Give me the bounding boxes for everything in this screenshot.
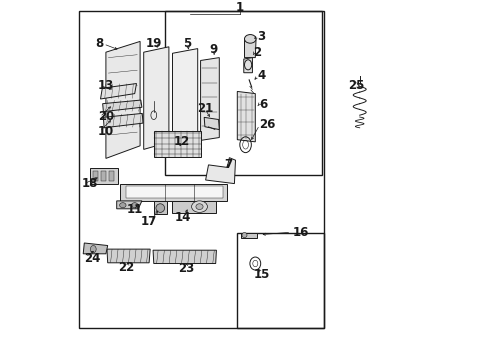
Polygon shape	[101, 84, 136, 99]
Text: 25: 25	[347, 79, 364, 92]
Polygon shape	[205, 158, 235, 184]
Polygon shape	[204, 117, 219, 130]
Ellipse shape	[120, 203, 126, 208]
Bar	[165, 11, 321, 175]
Text: 14: 14	[175, 211, 191, 224]
Text: 18: 18	[81, 177, 98, 190]
Polygon shape	[107, 249, 150, 263]
Polygon shape	[244, 39, 256, 58]
Polygon shape	[241, 233, 257, 238]
Text: 20: 20	[98, 111, 114, 123]
Polygon shape	[103, 113, 142, 128]
Text: 22: 22	[118, 261, 134, 274]
Bar	[237, 233, 324, 328]
Text: 13: 13	[98, 79, 114, 92]
Polygon shape	[120, 184, 227, 201]
Text: 17: 17	[141, 215, 157, 228]
Polygon shape	[200, 58, 219, 140]
Text: 8: 8	[95, 37, 103, 50]
Text: 12: 12	[173, 135, 189, 148]
Bar	[101, 171, 106, 181]
Polygon shape	[125, 186, 223, 198]
Text: 3: 3	[257, 30, 264, 42]
Text: 9: 9	[209, 43, 218, 56]
Text: 4: 4	[257, 69, 265, 82]
Text: 15: 15	[253, 268, 269, 281]
Ellipse shape	[244, 60, 251, 70]
Polygon shape	[153, 250, 216, 264]
Bar	[93, 171, 98, 181]
Ellipse shape	[244, 35, 256, 43]
Polygon shape	[237, 91, 255, 142]
Polygon shape	[172, 49, 197, 144]
Text: 2: 2	[253, 46, 261, 59]
Polygon shape	[106, 41, 140, 158]
Ellipse shape	[242, 233, 246, 238]
Polygon shape	[90, 168, 118, 184]
Text: 19: 19	[145, 37, 162, 50]
Ellipse shape	[156, 204, 164, 212]
Text: 10: 10	[98, 125, 114, 138]
Ellipse shape	[196, 204, 203, 210]
Text: 1: 1	[236, 1, 244, 14]
Ellipse shape	[131, 203, 138, 208]
Bar	[109, 171, 114, 181]
Text: 7: 7	[224, 158, 232, 171]
Polygon shape	[153, 201, 167, 214]
Text: 16: 16	[292, 226, 309, 239]
Bar	[153, 131, 201, 157]
Polygon shape	[244, 58, 252, 73]
Text: 5: 5	[183, 37, 191, 50]
Text: 6: 6	[258, 98, 266, 111]
Ellipse shape	[90, 246, 96, 253]
Text: 23: 23	[178, 262, 194, 275]
Text: 26: 26	[258, 118, 275, 131]
Text: 24: 24	[84, 252, 101, 265]
Polygon shape	[117, 201, 142, 209]
Bar	[79, 11, 324, 328]
Text: 21: 21	[196, 102, 213, 114]
Polygon shape	[172, 201, 215, 213]
Polygon shape	[143, 47, 168, 149]
Polygon shape	[83, 243, 107, 254]
Text: 11: 11	[126, 203, 142, 216]
Polygon shape	[102, 100, 142, 112]
Ellipse shape	[191, 201, 207, 212]
